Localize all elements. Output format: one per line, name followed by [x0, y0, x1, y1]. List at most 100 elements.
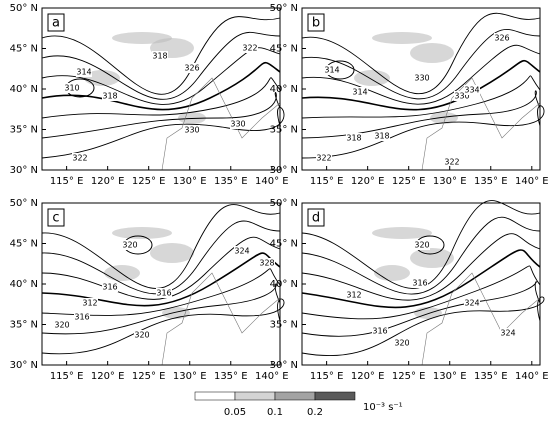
map-panel: 320 316 316 312 316 320 324 328 320 115° E 120° E 1… [10, 198, 289, 382]
contour-label: 320 [394, 339, 409, 348]
shading [430, 112, 458, 124]
contour [301, 249, 541, 309]
contour-label: 322 [72, 154, 87, 163]
map-panel: 320 316 312 316 320 324 324 115° E 120° E 125° E 1… [270, 198, 549, 382]
contour-label-bg [82, 298, 98, 308]
contour [301, 90, 541, 139]
lat-tick-label: 35° N [10, 125, 38, 136]
colorbar-label: 0.2 [307, 407, 323, 418]
lat-tick-label: 35° N [270, 320, 298, 331]
shading [372, 32, 432, 44]
colorbar-swatch [274, 391, 316, 401]
shading [374, 265, 410, 281]
contour-label: 312 [346, 291, 361, 300]
panel-label-box [47, 13, 65, 32]
contour-label-bg [494, 33, 510, 43]
contour-label: 322 [444, 158, 459, 167]
lon-tick-label: 135° E [214, 176, 248, 187]
lat-tick-label: 45° N [270, 239, 298, 250]
contour-label-bg [414, 73, 430, 83]
lat-tick-label: 40° N [270, 279, 298, 290]
contour-label: 322 [316, 154, 331, 163]
contour [41, 16, 281, 95]
lat-tick-label: 45° N [270, 44, 298, 55]
coastline [421, 77, 541, 171]
lon-tick-label: 120° E [91, 371, 125, 382]
contour [301, 200, 541, 289]
map-panel: 310 314 318 318 322 322 326 330 330 115° E 120° E 1… [10, 3, 289, 187]
lat-tick-label: 45° N [10, 239, 38, 250]
contour-label: 318 [152, 52, 167, 61]
contour [301, 105, 545, 159]
shading [410, 43, 454, 63]
contour-label-bg [122, 240, 138, 250]
colorbar-label: 0.05 [224, 407, 246, 418]
lon-tick-label: 140° E [515, 176, 549, 187]
contour-label-bg [134, 330, 150, 340]
contour-label-bg [74, 312, 90, 322]
shading [178, 112, 206, 124]
lon-tick-label: 115° E [50, 176, 84, 187]
contour-label: 330 [230, 120, 245, 129]
contour-label-bg [259, 258, 275, 268]
contour-label-bg [346, 290, 362, 300]
panel-label-box [307, 208, 325, 227]
contour [301, 296, 545, 357]
contour [41, 220, 281, 295]
panel-label: b [312, 16, 320, 31]
lon-tick-label: 140° E [255, 176, 289, 187]
coastline [161, 272, 281, 366]
lat-tick-label: 40° N [10, 279, 38, 290]
contour [301, 12, 541, 94]
contour-label: 330 [184, 126, 199, 135]
contour-label-bg [500, 328, 516, 338]
lat-tick-label: 30° N [10, 360, 38, 371]
colorbar-swatch [314, 391, 356, 401]
contour-label-bg [324, 65, 340, 75]
contour-label-bg [184, 125, 200, 135]
panel-label-box [307, 13, 325, 32]
contour-label-bg [346, 133, 362, 143]
lon-tick-label: 125° E [132, 176, 166, 187]
panel-frame [301, 7, 541, 171]
contour [41, 31, 281, 100]
contour-label: 318 [102, 92, 117, 101]
contour-label: 320 [134, 331, 149, 340]
coastline [161, 77, 281, 171]
contour-label: 322 [242, 44, 257, 53]
contour [301, 216, 541, 295]
contour-label: 320 [122, 241, 137, 250]
lat-tick-label: 35° N [10, 320, 38, 331]
contour-label-bg [184, 63, 200, 73]
lon-tick-label: 120° E [351, 371, 385, 382]
contour [41, 236, 281, 300]
contour-label-bg [414, 240, 430, 250]
contour-label-bg [372, 326, 388, 336]
lon-tick-label: 130° E [173, 371, 207, 382]
contour-label: 330 [454, 92, 469, 101]
contour-label-bg [374, 131, 390, 141]
contour-label: 326 [494, 34, 509, 43]
contour-label: 324 [500, 329, 515, 338]
lat-tick-label: 50° N [270, 198, 298, 209]
lat-tick-label: 50° N [10, 198, 38, 209]
contour-label-bg [54, 320, 70, 330]
contour [301, 265, 541, 320]
contour-label-bg [352, 87, 368, 97]
lat-tick-label: 45° N [10, 44, 38, 55]
contour-label: 326 [184, 64, 199, 73]
lon-tick-label: 135° E [214, 371, 248, 382]
colorbar-swatch [194, 391, 236, 401]
shading [112, 227, 172, 239]
contour-label: 316 [74, 313, 89, 322]
panel-label: d [312, 211, 320, 226]
lat-tick-label: 50° N [10, 3, 38, 14]
colorbar-swatch [234, 391, 276, 401]
shading [410, 248, 454, 268]
contour-label: 314 [76, 68, 91, 77]
coastline [421, 272, 541, 366]
contour-label: 330 [414, 74, 429, 83]
contour-label: 318 [374, 132, 389, 141]
contour [301, 28, 541, 100]
lat-tick-label: 35° N [270, 125, 298, 136]
